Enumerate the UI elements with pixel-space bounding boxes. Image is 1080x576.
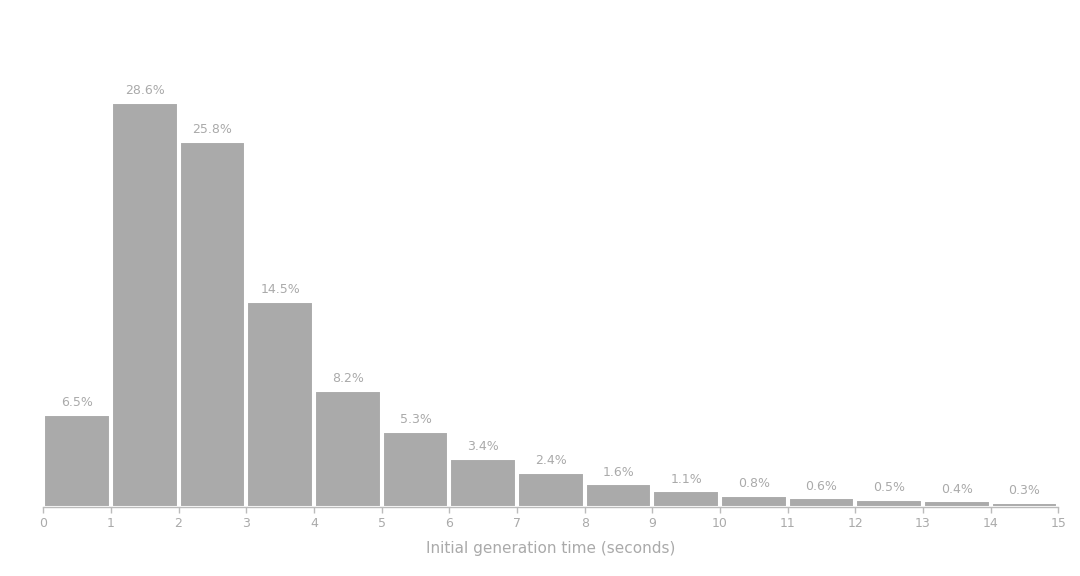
Bar [112,103,177,507]
Text: 0.5%: 0.5% [874,481,905,494]
Text: 8.2%: 8.2% [332,372,364,385]
Bar [518,473,583,507]
Bar [247,302,313,507]
Text: 28.6%: 28.6% [125,84,164,97]
Bar [450,459,516,507]
Bar [179,142,245,507]
Text: 14.5%: 14.5% [260,283,300,296]
Text: 0.6%: 0.6% [806,480,837,492]
Text: 3.4%: 3.4% [468,440,499,453]
Text: 0.8%: 0.8% [738,477,770,490]
Text: 2.4%: 2.4% [535,454,567,467]
Bar [721,495,786,507]
Bar [924,501,989,507]
Text: 1.6%: 1.6% [603,465,634,479]
Bar [991,503,1057,507]
X-axis label: Initial generation time (seconds): Initial generation time (seconds) [427,541,675,556]
Text: 1.1%: 1.1% [671,473,702,486]
Text: 0.3%: 0.3% [1009,484,1040,497]
Text: 5.3%: 5.3% [400,414,431,426]
Text: 6.5%: 6.5% [62,396,93,410]
Bar [44,415,110,507]
Bar [856,500,922,507]
Bar [382,432,448,507]
Bar [315,391,380,507]
Bar [585,484,651,507]
Text: 0.4%: 0.4% [941,483,973,495]
Bar [788,498,854,507]
Text: 25.8%: 25.8% [192,123,232,137]
Bar [653,491,719,507]
